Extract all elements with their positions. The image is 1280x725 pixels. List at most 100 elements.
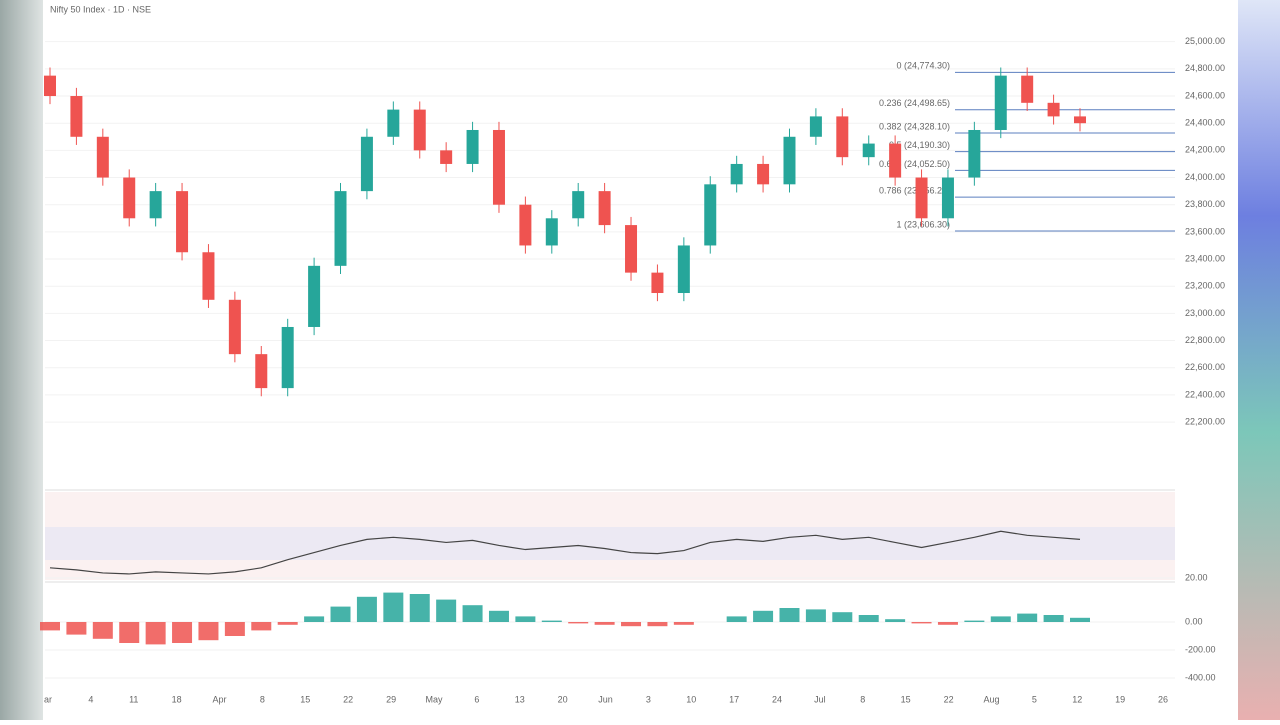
macd-bar: [621, 622, 642, 627]
candle-body: [387, 109, 400, 137]
macd-bar: [40, 622, 60, 631]
candle-body: [704, 184, 717, 246]
candle-body: [651, 272, 664, 294]
macd-bar: [594, 622, 615, 625]
macd-bar: [145, 622, 166, 645]
macd-bar: [224, 622, 245, 636]
x-tick-label: May: [425, 694, 443, 704]
x-tick-label: 11: [129, 694, 138, 704]
y-tick-label: 22,400.00: [1185, 389, 1225, 399]
y-tick-label: 24,800.00: [1185, 63, 1225, 73]
candle-body: [783, 136, 796, 185]
candle-body: [440, 150, 453, 164]
x-tick-label: 24: [772, 694, 782, 704]
macd-bar: [277, 622, 298, 625]
candle-body: [228, 299, 241, 355]
y-tick-label: 24,000.00: [1185, 172, 1225, 182]
x-tick-label: Apr: [213, 694, 227, 704]
x-tick-label: 18: [172, 694, 182, 704]
rsi-band: [45, 527, 1175, 560]
macd-bar: [568, 622, 589, 624]
y-tick-label: 23,400.00: [1185, 253, 1225, 263]
x-tick-label: 4: [88, 694, 93, 704]
y-tick-label: 23,800.00: [1185, 199, 1225, 209]
x-tick-label: 15: [300, 694, 310, 704]
candle-body: [96, 136, 109, 178]
candle-body: [466, 129, 479, 164]
y-tick-label: -400.00: [1185, 672, 1216, 682]
macd-bar: [1070, 617, 1090, 622]
candle-body: [1021, 75, 1034, 103]
fib-label: 0.618 (24,052.50): [879, 159, 950, 169]
candle-body: [809, 116, 822, 137]
y-tick-label: 22,200.00: [1185, 416, 1225, 426]
candle-body: [123, 177, 136, 219]
candle-body: [281, 326, 294, 389]
x-tick-label: 20: [558, 694, 568, 704]
y-tick-label: 24,600.00: [1185, 90, 1225, 100]
candle-body: [255, 354, 268, 389]
x-tick-label: ar: [44, 694, 52, 704]
candle-body: [413, 109, 426, 151]
x-tick-label: 29: [386, 694, 396, 704]
candle-body: [572, 191, 585, 219]
chart-title: Nifty 50 Index · 1D · NSE: [50, 4, 151, 14]
candle-body: [360, 136, 373, 192]
candle-body: [757, 163, 770, 185]
candle-body: [519, 204, 532, 246]
x-tick-label: 15: [901, 694, 911, 704]
y-tick-label: 0.00: [1185, 616, 1203, 626]
candle-body: [44, 75, 56, 97]
y-tick-label: 20.00: [1185, 572, 1208, 582]
x-tick-label: 5: [1032, 694, 1037, 704]
macd-bar: [753, 610, 774, 622]
macd-bar: [726, 616, 747, 622]
candle-body: [492, 129, 505, 205]
candle-body: [836, 116, 849, 158]
fib-label: 1 (23,606.30): [896, 219, 950, 229]
macd-bar: [541, 620, 562, 622]
x-tick-label: 10: [686, 694, 696, 704]
macd-bar: [304, 616, 325, 622]
y-tick-label: 24,200.00: [1185, 145, 1225, 155]
x-tick-label: 3: [646, 694, 651, 704]
y-tick-label: 23,600.00: [1185, 226, 1225, 236]
macd-bar: [198, 622, 219, 641]
left-margin: [0, 0, 43, 720]
candle-body: [308, 265, 321, 327]
macd-bar: [462, 605, 483, 622]
candle-body: [334, 191, 347, 266]
fib-label: 0.786 (23,856.25): [879, 185, 950, 195]
macd-bar: [251, 622, 272, 631]
rsi-line: [49, 530, 1081, 575]
y-tick-label: 24,400.00: [1185, 118, 1225, 128]
x-tick-label: 13: [515, 694, 525, 704]
fib-label: 0.382 (24,328.10): [879, 121, 950, 131]
macd-bar: [409, 594, 430, 622]
candle-body: [941, 177, 954, 219]
candle-body: [677, 245, 690, 294]
macd-bar: [937, 622, 958, 625]
macd-bar: [515, 616, 536, 622]
macd-bar: [990, 616, 1011, 622]
candle-body: [70, 96, 83, 137]
candle-body: [968, 129, 981, 178]
x-tick-label: 26: [1158, 694, 1168, 704]
macd-bar: [383, 592, 404, 622]
x-tick-label: 8: [860, 694, 865, 704]
candle-body: [994, 75, 1007, 130]
macd-bar: [673, 622, 694, 625]
macd-bar: [964, 620, 985, 622]
y-tick-label: 23,000.00: [1185, 308, 1225, 318]
right-margin: [1238, 0, 1280, 720]
x-tick-label: Aug: [983, 694, 999, 704]
macd-bar: [1043, 615, 1064, 622]
macd-bar: [488, 610, 509, 622]
macd-bar: [647, 622, 668, 627]
x-tick-label: Jun: [598, 694, 613, 704]
y-tick-label: 25,000.00: [1185, 36, 1225, 46]
x-tick-label: 22: [343, 694, 353, 704]
y-tick-label: 22,800.00: [1185, 335, 1225, 345]
